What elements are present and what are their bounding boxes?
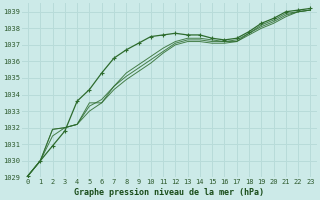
- X-axis label: Graphe pression niveau de la mer (hPa): Graphe pression niveau de la mer (hPa): [74, 188, 264, 197]
